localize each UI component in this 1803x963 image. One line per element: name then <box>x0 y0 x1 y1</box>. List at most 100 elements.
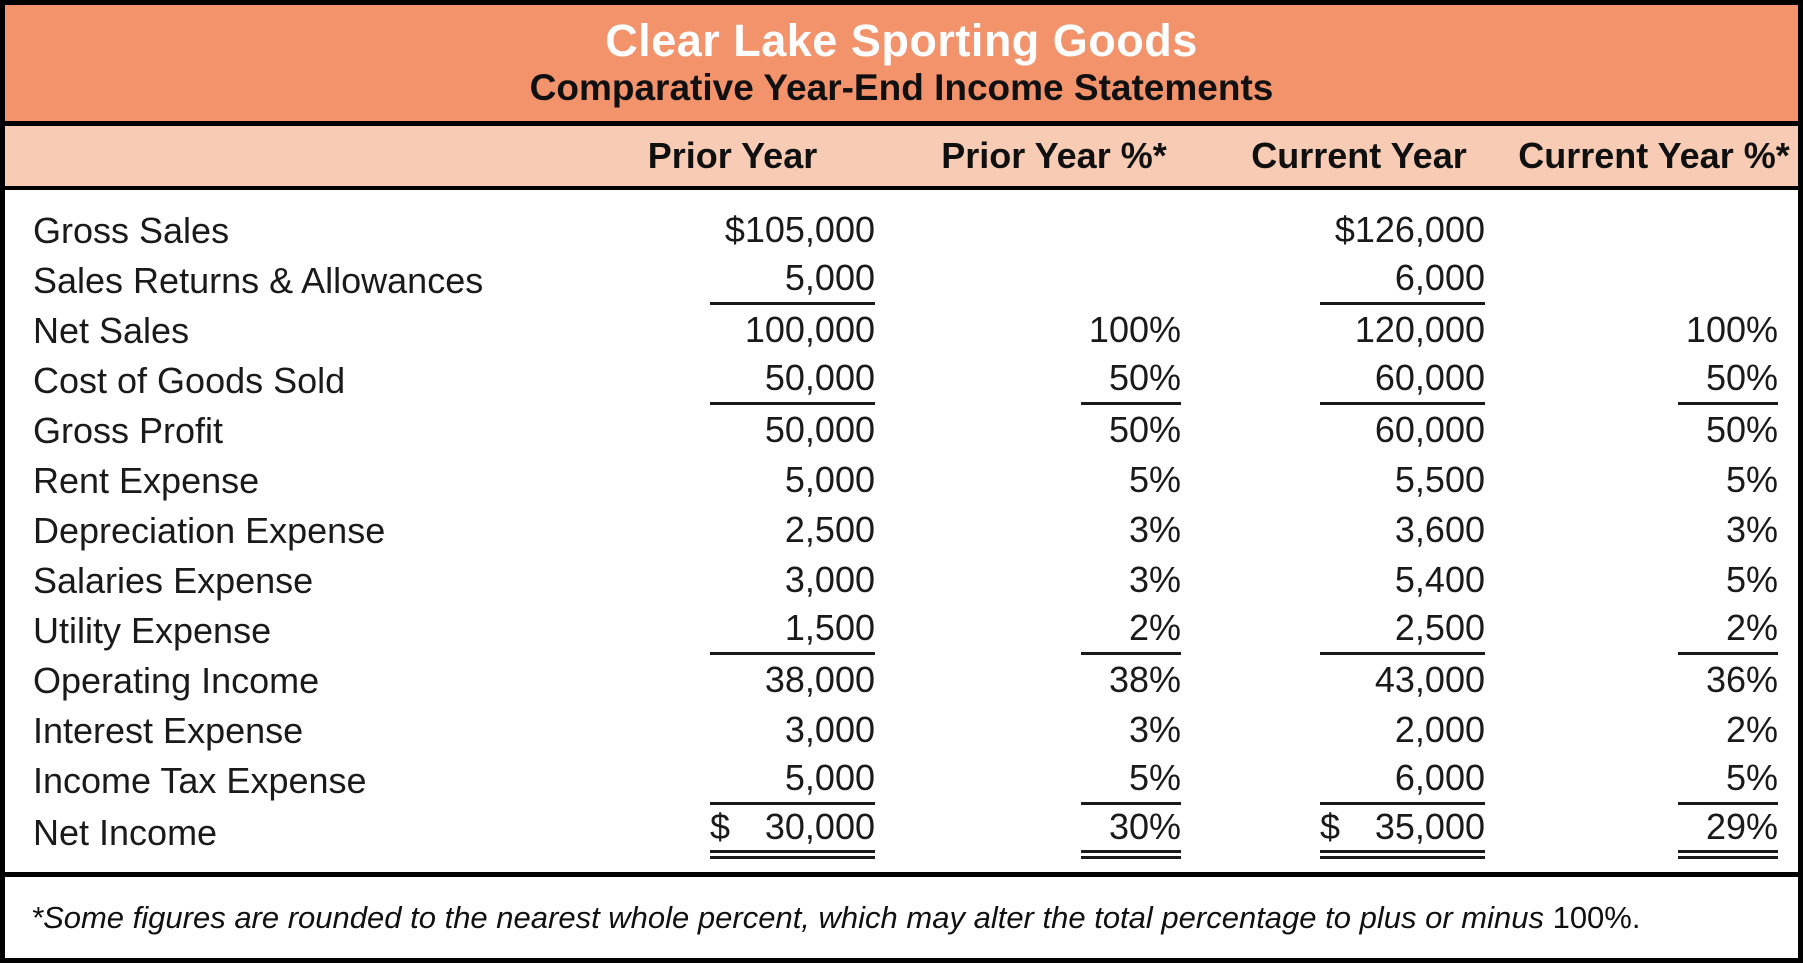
cell-prior-year-pct: 5% <box>900 756 1208 806</box>
cell-value: 3% <box>1128 558 1181 600</box>
cell-current-year-pct: 2% <box>1510 606 1798 656</box>
cell-value: 60,000 <box>1320 357 1485 406</box>
col-header-current-year: Current Year <box>1208 126 1510 191</box>
col-header-prior-year: Prior Year <box>565 126 900 191</box>
table-row: Sales Returns & Allowances 5,000 6,000 <box>5 256 1798 306</box>
row-label: Rent Expense <box>33 460 260 502</box>
cell-value: 6,000 <box>1320 257 1485 306</box>
cell-value: 50% <box>1705 408 1778 450</box>
table-row: Income Tax Expense 5,000 5% 6,000 5% <box>5 756 1798 806</box>
cell-value: 5% <box>1678 757 1778 806</box>
cell-current-year: 2,500 <box>1208 606 1510 656</box>
table-row: Gross Profit 50,000 50% 60,000 50% <box>5 406 1798 456</box>
cell-value: 2,000 <box>1394 708 1485 750</box>
footnote-italic-text: *Some figures are rounded to the nearest… <box>31 899 1553 935</box>
cell-prior-year-pct: 3% <box>900 506 1208 556</box>
row-label: Interest Expense <box>33 710 304 752</box>
amount: 30,000 <box>764 806 875 848</box>
cell-value: 5,400 <box>1394 558 1485 600</box>
cell-current-year-pct: 50% <box>1510 406 1798 456</box>
cell-current-year: 5,400 <box>1208 556 1510 606</box>
cell-value: 120,000 <box>1354 308 1485 350</box>
cell-value: 2% <box>1081 607 1181 656</box>
cell-current-year-pct: 50% <box>1510 356 1798 406</box>
cell-value: 3% <box>1128 508 1181 550</box>
col-header-current-year-pct: Current Year %* <box>1510 126 1798 191</box>
title-band: Clear Lake Sporting Goods Comparative Ye… <box>5 5 1798 127</box>
cell-value: 60,000 <box>1374 408 1485 450</box>
cell-value: $35,000 <box>1320 806 1485 860</box>
row-label: Depreciation Expense <box>33 510 386 552</box>
cell-value: $105,000 <box>724 208 875 250</box>
cell-value: 50,000 <box>710 357 875 406</box>
table-row: Depreciation Expense 2,500 3% 3,600 3% <box>5 506 1798 556</box>
footnote: *Some figures are rounded to the nearest… <box>5 872 1798 958</box>
cell-prior-year: 100,000 <box>565 306 900 356</box>
footnote-upright-text: 100%. <box>1552 899 1641 935</box>
cell-value: 50% <box>1108 408 1181 450</box>
cell-prior-year: 3,000 <box>565 556 900 606</box>
table-row: Salaries Expense 3,000 3% 5,400 5% <box>5 556 1798 606</box>
cell-prior-year: 3,000 <box>565 706 900 756</box>
cell-current-year-pct: 36% <box>1510 656 1798 706</box>
cell-value: 2,500 <box>1320 607 1485 656</box>
cell-current-year-pct: 5% <box>1510 456 1798 506</box>
cell-value: 6,000 <box>1320 757 1485 806</box>
row-label: Gross Sales <box>33 210 230 252</box>
cell-current-year: $126,000 <box>1208 188 1510 256</box>
table-row: Utility Expense 1,500 2% 2,500 2% <box>5 606 1798 656</box>
cell-prior-year-pct: 100% <box>900 306 1208 356</box>
cell-current-year: 3,600 <box>1208 506 1510 556</box>
cell-current-year: 6,000 <box>1208 756 1510 806</box>
cell-value: 5% <box>1081 757 1181 806</box>
cell-current-year-pct <box>1510 188 1798 256</box>
cell-value: 1,500 <box>710 607 875 656</box>
cell-prior-year-pct: 3% <box>900 706 1208 756</box>
cell-prior-year: 2,500 <box>565 506 900 556</box>
cell-value: 30% <box>1081 806 1181 860</box>
cell-prior-year-pct <box>900 256 1208 306</box>
table-row: Operating Income 38,000 38% 43,000 36% <box>5 656 1798 706</box>
cell-value: 100% <box>1088 308 1181 350</box>
cell-prior-year-pct: 50% <box>900 406 1208 456</box>
row-label: Salaries Expense <box>33 560 314 602</box>
cell-value: 2,500 <box>784 508 875 550</box>
col-header-prior-year-pct: Prior Year %* <box>900 126 1208 191</box>
cell-value: 5,000 <box>710 257 875 306</box>
row-label: Operating Income <box>33 660 320 702</box>
amount: 35,000 <box>1374 806 1485 848</box>
cell-current-year: 43,000 <box>1208 656 1510 706</box>
cell-current-year-pct: 5% <box>1510 556 1798 606</box>
cell-current-year: 6,000 <box>1208 256 1510 306</box>
table-row: Net Income $30,000 30% $35,000 29% <box>5 806 1798 860</box>
table-row: Rent Expense 5,000 5% 5,500 5% <box>5 456 1798 506</box>
row-label: Gross Profit <box>33 410 224 452</box>
column-header-row: Prior Year Prior Year %* Current Year Cu… <box>5 126 1798 191</box>
cell-current-year: 60,000 <box>1208 356 1510 406</box>
cell-current-year-pct: 100% <box>1510 306 1798 356</box>
cell-prior-year-pct: 5% <box>900 456 1208 506</box>
statement-title: Comparative Year-End Income Statements <box>529 66 1274 108</box>
cell-prior-year-pct: 2% <box>900 606 1208 656</box>
dollar-sign: $ <box>1320 806 1341 848</box>
cell-value: 2% <box>1678 607 1778 656</box>
cell-value: 50,000 <box>764 408 875 450</box>
cell-prior-year-pct <box>900 188 1208 256</box>
cell-current-year: 5,500 <box>1208 456 1510 506</box>
cell-value: 3% <box>1128 708 1181 750</box>
row-label: Income Tax Expense <box>33 760 367 802</box>
cell-value: 38,000 <box>764 658 875 700</box>
cell-value: 43,000 <box>1374 658 1485 700</box>
cell-prior-year: 5,000 <box>565 456 900 506</box>
cell-value: 100% <box>1685 308 1778 350</box>
cell-current-year-pct: 3% <box>1510 506 1798 556</box>
cell-prior-year: 1,500 <box>565 606 900 656</box>
row-label: Utility Expense <box>33 610 272 652</box>
cell-current-year: $35,000 <box>1208 806 1510 860</box>
cell-value: 36% <box>1705 658 1778 700</box>
cell-current-year-pct: 2% <box>1510 706 1798 756</box>
cell-prior-year-pct: 38% <box>900 656 1208 706</box>
cell-value: 2% <box>1725 708 1778 750</box>
cell-value: 5% <box>1128 458 1181 500</box>
